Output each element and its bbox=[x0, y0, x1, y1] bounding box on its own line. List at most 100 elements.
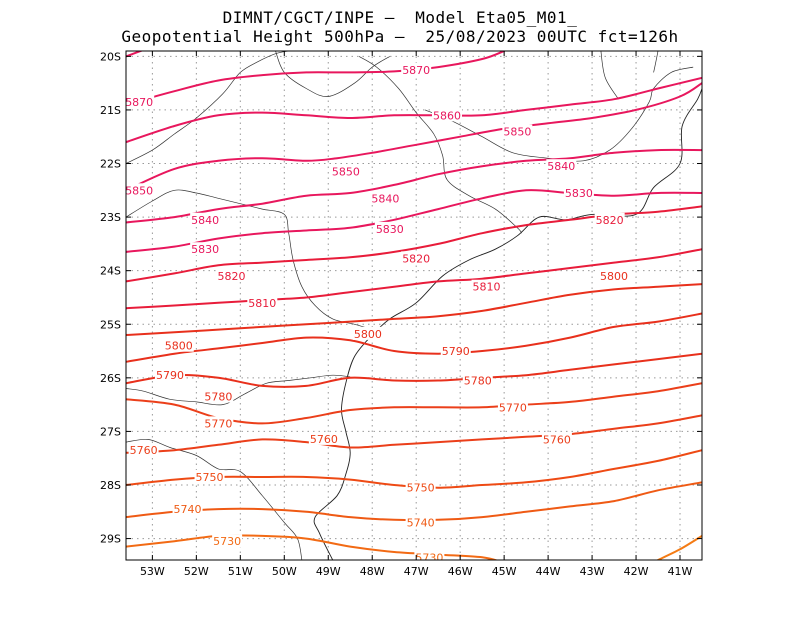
contour-label-5790: 5790 bbox=[442, 345, 470, 358]
contour-label-5760: 5760 bbox=[543, 433, 571, 446]
contour-label-bg bbox=[401, 62, 432, 76]
contour-label-5810: 5810 bbox=[473, 281, 501, 294]
contour-label-bg bbox=[203, 389, 234, 403]
y-tick-label: 27S bbox=[100, 425, 121, 438]
y-tick-label: 22S bbox=[100, 158, 121, 171]
contour-label-5870: 5870 bbox=[125, 96, 153, 109]
contour-label-bg bbox=[190, 212, 221, 226]
contour-label-bg bbox=[308, 431, 339, 445]
contour-label-5800: 5800 bbox=[354, 328, 382, 341]
contour-label-bg bbox=[374, 221, 405, 235]
contour-label-5800: 5800 bbox=[165, 340, 193, 353]
contour-5840 bbox=[126, 148, 702, 224]
contour-5870 bbox=[126, 51, 144, 58]
contour-label-5770: 5770 bbox=[499, 401, 527, 414]
x-tick-label: 50W bbox=[272, 565, 297, 578]
contour-label-5870: 5870 bbox=[402, 64, 430, 77]
geography bbox=[126, 51, 702, 560]
contour-label-5810: 5810 bbox=[248, 297, 276, 310]
contour-label-bg bbox=[330, 164, 361, 178]
y-tick-label: 29S bbox=[100, 533, 121, 546]
y-tick-label: 28S bbox=[100, 479, 121, 492]
contour-label-bg bbox=[471, 279, 502, 293]
contour-label-5850: 5850 bbox=[503, 125, 531, 138]
contour-label-5800: 5800 bbox=[600, 270, 628, 283]
contour-label-5820: 5820 bbox=[402, 252, 430, 265]
contour-label-bg bbox=[247, 295, 278, 309]
y-tick-label: 23S bbox=[100, 211, 121, 224]
contour-label-bg bbox=[190, 242, 221, 256]
state-border bbox=[126, 51, 289, 164]
contour-label-bg bbox=[370, 191, 401, 205]
x-tick-label: 48W bbox=[360, 565, 385, 578]
x-tick-label: 46W bbox=[448, 565, 473, 578]
contour-label-bg bbox=[599, 269, 630, 283]
contour-label-bg bbox=[154, 368, 185, 382]
y-tick-label: 25S bbox=[100, 318, 121, 331]
contour-label-bg bbox=[502, 124, 533, 138]
contour-5800 bbox=[126, 283, 702, 336]
contour-label-5830: 5830 bbox=[376, 223, 404, 236]
contour-label-5850: 5850 bbox=[125, 184, 153, 197]
gridlines bbox=[126, 51, 702, 560]
state-border bbox=[126, 189, 373, 330]
contour-label-bg bbox=[203, 416, 234, 430]
contour-labels: 5870 5870 5860 5850 5850 5850 5840 5840 5840 5830… bbox=[125, 62, 630, 564]
contour-label-5770: 5770 bbox=[204, 417, 232, 430]
chart-subtitle: Geopotential Height 500hPa – 25/08/2023 … bbox=[121, 27, 679, 46]
contour-label-bg bbox=[352, 326, 383, 340]
contour-label-5830: 5830 bbox=[191, 243, 219, 256]
contour-label-5780: 5780 bbox=[204, 391, 232, 404]
state-border bbox=[600, 51, 619, 100]
state-border bbox=[424, 66, 694, 162]
contour-5780 bbox=[126, 352, 702, 388]
coastline bbox=[313, 88, 702, 560]
contour-label-bg bbox=[414, 550, 445, 560]
plot-frame bbox=[125, 50, 703, 561]
y-tick-label: 20S bbox=[100, 50, 121, 63]
chart-title: DIMNT/CGCT/INPE – Model Eta05_M01_ bbox=[222, 8, 578, 27]
contour-label-5830: 5830 bbox=[565, 187, 593, 200]
contour-label-bg bbox=[440, 344, 471, 358]
contour-label-bg bbox=[212, 534, 243, 548]
contour-label-bg bbox=[405, 515, 436, 529]
contour-label-bg bbox=[563, 185, 594, 199]
axis-ticks: 53W 52W 51W 50W 49W 48W 47W 46W 45W 44W 43W 42W 41W 2… bbox=[100, 50, 702, 578]
contour-label-5760: 5760 bbox=[130, 444, 158, 457]
contour-label-5730: 5730 bbox=[213, 535, 241, 548]
contour-label-5840: 5840 bbox=[547, 160, 575, 173]
contour-label-bg bbox=[128, 443, 159, 457]
contour-label-bg bbox=[497, 400, 528, 414]
contour-5730 bbox=[126, 534, 499, 560]
y-tick-label: 24S bbox=[100, 265, 121, 278]
x-tick-label: 41W bbox=[668, 565, 693, 578]
contour-5810 bbox=[126, 248, 702, 310]
contour-label-5740: 5740 bbox=[174, 503, 202, 516]
x-tick-label: 45W bbox=[492, 565, 517, 578]
contour-label-bg bbox=[541, 432, 572, 446]
contour-5870 bbox=[126, 51, 506, 106]
contour-label-5760: 5760 bbox=[310, 433, 338, 446]
contour-label-bg bbox=[401, 251, 432, 265]
contour-label-bg bbox=[594, 212, 625, 226]
contour-label-bg bbox=[194, 469, 225, 483]
contour-label-bg bbox=[126, 94, 155, 108]
x-tick-label: 47W bbox=[404, 565, 429, 578]
x-tick-label: 42W bbox=[624, 565, 649, 578]
contour-label-5850: 5850 bbox=[332, 166, 360, 179]
contour-label-5840: 5840 bbox=[371, 192, 399, 205]
contour-label-bg bbox=[431, 108, 462, 122]
contour-label-bg bbox=[462, 373, 493, 387]
contour-5860 bbox=[126, 76, 702, 144]
x-tick-label: 51W bbox=[228, 565, 253, 578]
x-tick-label: 53W bbox=[140, 565, 165, 578]
contour-label-bg bbox=[546, 159, 577, 173]
contour-5830 bbox=[126, 189, 702, 253]
x-tick-label: 43W bbox=[580, 565, 605, 578]
contour-label-5860: 5860 bbox=[433, 109, 461, 122]
x-tick-label: 44W bbox=[536, 565, 561, 578]
contour-label-5730: 5730 bbox=[415, 551, 443, 564]
contour-label-5840: 5840 bbox=[191, 214, 219, 227]
contour-label-5750: 5750 bbox=[407, 482, 435, 495]
